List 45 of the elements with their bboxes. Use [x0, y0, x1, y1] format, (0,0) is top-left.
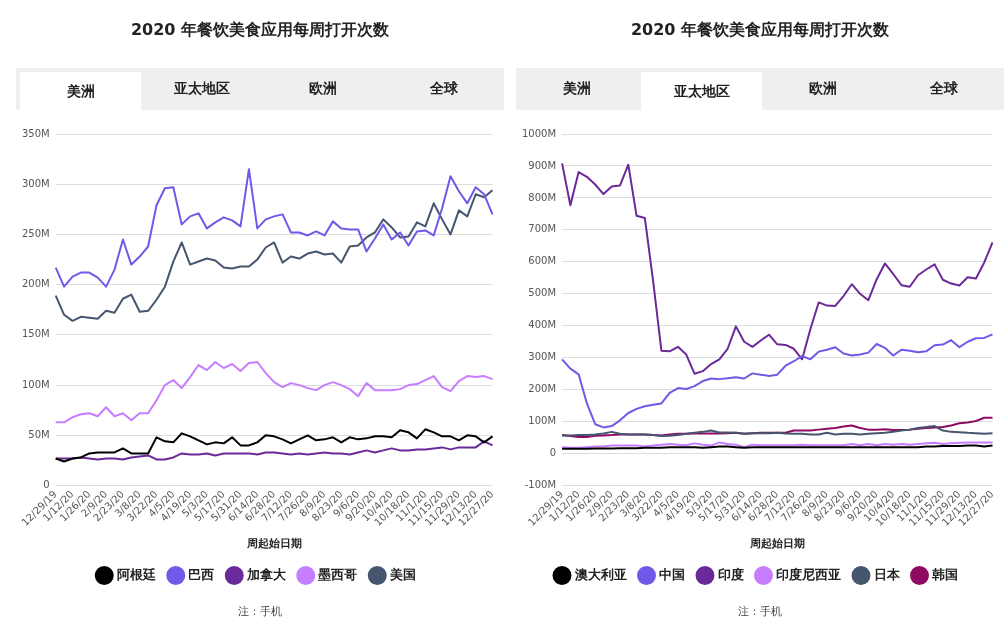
y-tick-label: -100M [524, 479, 557, 491]
y-tick-label: 200M [528, 383, 557, 395]
y-tick-label: 250M [22, 228, 50, 240]
text: 亚太地区 [641, 72, 762, 110]
legend-label: 韩国 [931, 566, 958, 582]
y-tick-label: 0 [549, 447, 557, 459]
y-tick-label: 150M [22, 328, 50, 340]
y-tick-label: 500M [528, 287, 557, 299]
y-tick-label: 50M [28, 428, 50, 440]
legend-label: 日本 [873, 566, 901, 582]
text: 欧洲 [807, 79, 838, 98]
y-tick-label: 0 [43, 479, 50, 491]
text: 欧洲 [307, 79, 338, 98]
text: 注：手机 [737, 604, 783, 619]
legend-label: 墨西哥 [317, 566, 358, 582]
y-tick-label: 100M [22, 378, 50, 390]
legend-label: 巴西 [188, 566, 215, 582]
legend-label: 中国 [659, 566, 685, 582]
y-tick-label: 100M [528, 415, 557, 427]
y-tick-label: 900M [528, 159, 557, 171]
y-tick-label: 350M [22, 127, 50, 139]
legend-label: 印度尼西亚 [776, 566, 841, 582]
text: 全球 [928, 79, 959, 98]
text: 美洲 [20, 72, 141, 110]
y-tick-label: 700M [528, 223, 557, 235]
x-axis-title: 周起始日期 [748, 537, 805, 551]
y-tick-label: 200M [22, 278, 50, 290]
y-tick-label: 800M [528, 191, 557, 203]
legend-label: 加拿大 [245, 566, 287, 582]
x-axis-title: 周起始日期 [245, 537, 302, 551]
legend-label: 阿根廷 [116, 566, 156, 582]
chart-title: 2020 年餐饮美食应用每周打开次数 [629, 20, 891, 41]
y-tick-label: 600M [528, 255, 557, 267]
legend-label: 澳大利亚 [573, 566, 627, 582]
y-tick-label: 300M [22, 177, 50, 189]
chart-title: 2020 年餐饮美食应用每周打开次数 [129, 20, 391, 41]
y-tick-label: 300M [528, 351, 557, 363]
text: 亚太地区 [172, 79, 231, 98]
text: 美洲 [561, 79, 592, 98]
y-tick-label: 1000M [522, 127, 557, 139]
text: 注：手机 [237, 604, 283, 619]
y-tick-label: 400M [528, 319, 557, 331]
legend-label: 美国 [388, 566, 416, 582]
legend-label: 印度 [717, 566, 744, 582]
text: 全球 [428, 79, 459, 98]
